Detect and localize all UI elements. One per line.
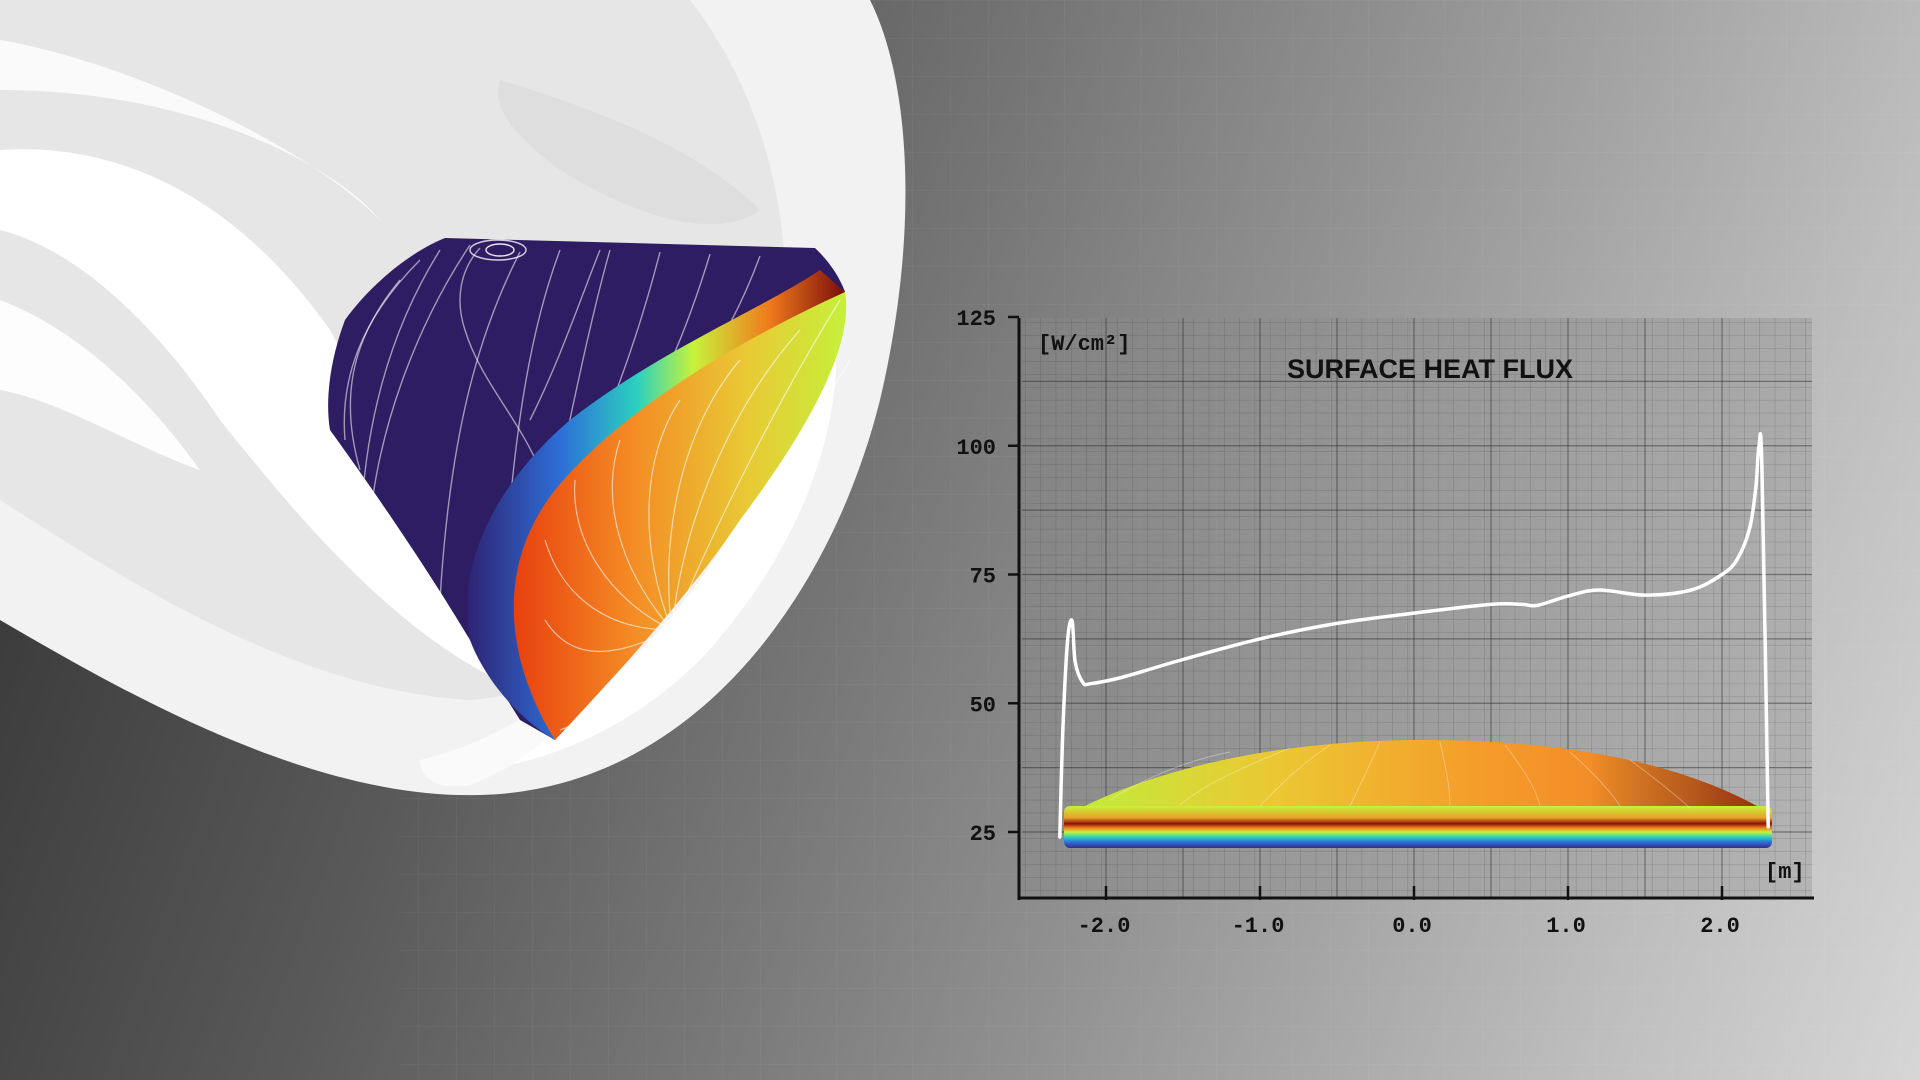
y-tick-label: 50 (970, 693, 996, 718)
y-tick-label: 75 (970, 565, 996, 590)
heat-flux-chart: 25 50 75 100 125 -2.0 -1.0 0.0 1.0 2.0 [W/cm²] [… (956, 307, 1814, 939)
y-axis-label: [W/cm²] (1038, 332, 1130, 357)
heatshield-face (513, 292, 847, 740)
y-tick-label: 125 (956, 307, 996, 332)
y-tick-label: 25 (970, 822, 996, 847)
x-axis-label: [m] (1765, 860, 1805, 885)
x-tick-label: -2.0 (1078, 914, 1131, 939)
x-tick-label: 2.0 (1700, 914, 1740, 939)
x-axis-ticks: -2.0 -1.0 0.0 1.0 2.0 (1078, 886, 1740, 939)
y-tick-label: 100 (956, 436, 996, 461)
x-tick-label: -1.0 (1232, 914, 1285, 939)
heatshield-cross-section (1064, 740, 1772, 848)
heat-flux-curve (1058, 432, 1770, 839)
chart-title: SURFACE HEAT FLUX (1287, 354, 1573, 384)
heatshield-streamlines (544, 299, 851, 731)
x-tick-label: 0.0 (1392, 914, 1432, 939)
x-tick-label: 1.0 (1546, 914, 1586, 939)
y-axis-ticks: 25 50 75 100 125 (956, 307, 1019, 847)
backshell-streamlines (343, 239, 761, 651)
